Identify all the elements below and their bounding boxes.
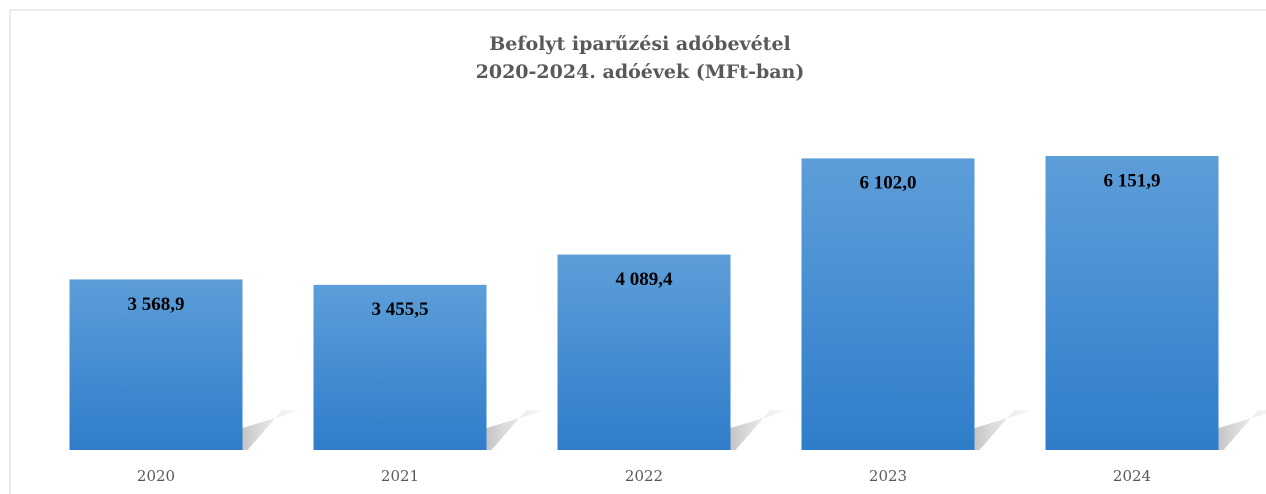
bar xyxy=(313,284,487,450)
bar-shadow xyxy=(242,410,303,450)
value-label: 6 151,9 xyxy=(1104,170,1161,191)
bar-shadow xyxy=(974,410,1035,450)
bar-shadow xyxy=(1218,410,1266,450)
x-tick-label: 2024 xyxy=(1113,467,1151,485)
bar xyxy=(801,158,975,451)
x-tick-label: 2023 xyxy=(869,467,907,485)
value-label: 3 455,5 xyxy=(372,299,429,320)
frame xyxy=(9,9,1266,494)
bar xyxy=(1045,156,1219,450)
bar xyxy=(69,279,243,450)
value-label: 4 089,4 xyxy=(616,269,674,290)
bar-shadow xyxy=(730,410,791,450)
value-label: 3 568,9 xyxy=(128,294,185,315)
value-label: 6 102,0 xyxy=(860,173,917,194)
bar xyxy=(557,254,731,450)
x-tick-label: 2021 xyxy=(381,467,419,485)
x-tick-label: 2020 xyxy=(137,467,175,485)
chart-subtitle: 2020-2024. adóévek (MFt-ban) xyxy=(476,61,805,83)
bar-shadow xyxy=(486,410,547,450)
chart-title: Befolyt iparűzési adóbevétel xyxy=(489,33,791,55)
x-tick-label: 2022 xyxy=(625,467,663,485)
